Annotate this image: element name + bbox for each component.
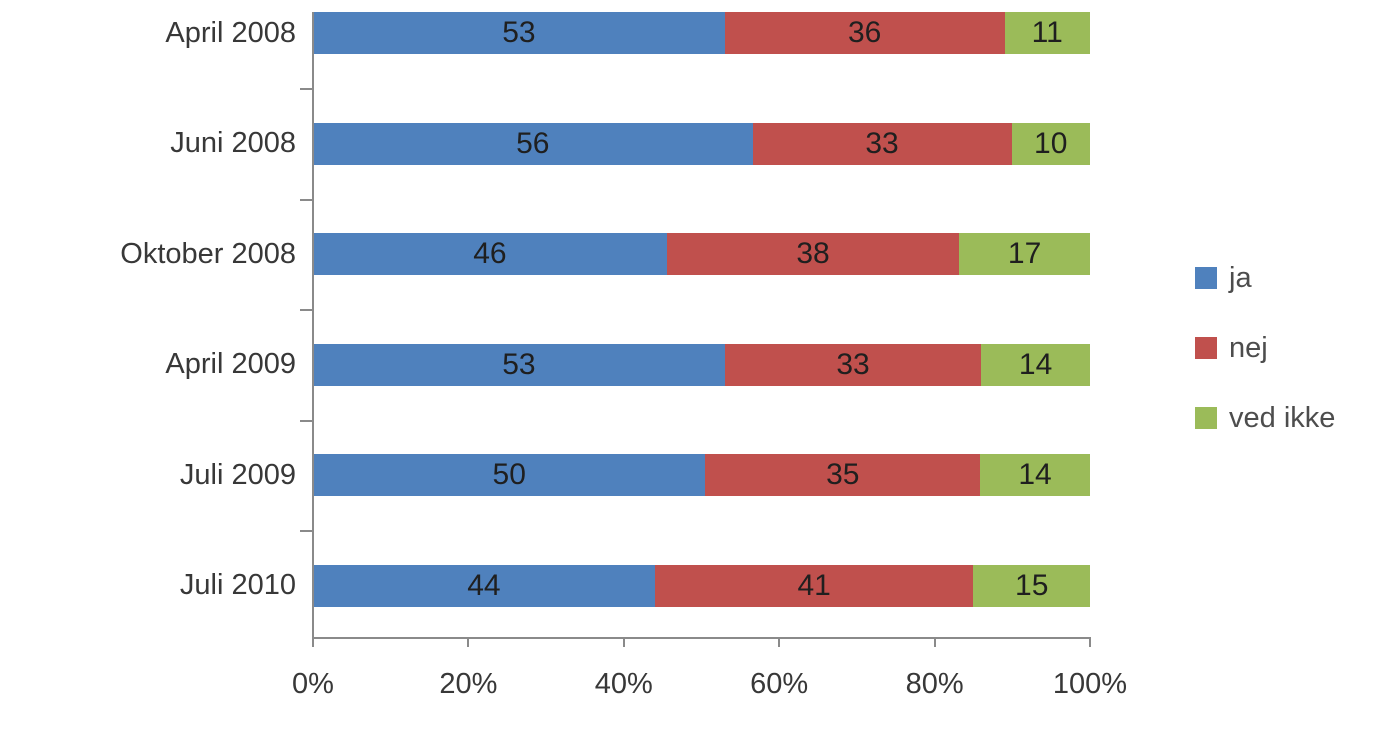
bar-value-label: 36	[847, 16, 882, 49]
bar-segment-ved-ikke: 15	[973, 564, 1090, 607]
bar-value-label: 53	[502, 347, 536, 381]
category-label: Oktober 2008	[120, 237, 296, 270]
category-label: Juli 2010	[179, 569, 296, 601]
legend-item-ja: ja	[1195, 262, 1335, 294]
x-axis-tick	[622, 637, 625, 647]
bar-segment-ved-ikke: 14	[980, 454, 1090, 496]
bar-value-label: 10	[1034, 126, 1068, 160]
category-label: Juni 2008	[170, 127, 296, 159]
bar-segment-nej: 36	[724, 12, 1005, 54]
x-axis-tick	[1089, 637, 1091, 647]
bar-row: 44 41 15	[313, 564, 1090, 607]
x-axis-tick-label: 60%	[750, 668, 809, 700]
bar-segment-ja: 46	[313, 233, 667, 275]
bar-value-label: 15	[1015, 568, 1049, 602]
bar-segment-ja: 53	[313, 12, 725, 54]
bar-value-label: 44	[467, 568, 501, 602]
x-axis-tick-label: 100%	[1052, 668, 1128, 700]
category-label: April 2009	[165, 348, 296, 380]
x-axis-tick	[312, 637, 314, 647]
bar-row: 46 38 17	[313, 233, 1090, 275]
legend-label-nej: nej	[1229, 331, 1268, 364]
bar-segment-ja: 50	[313, 454, 706, 496]
category-label: Juli 2009	[179, 458, 296, 491]
bar-value-label: 46	[473, 237, 507, 270]
bar-segment-nej: 41	[654, 564, 974, 607]
bar-segment-ved-ikke: 11	[1004, 12, 1090, 54]
bar-value-label: 11	[1031, 16, 1063, 49]
bar-value-label: 56	[516, 126, 550, 160]
category-tick	[300, 419, 313, 422]
bar-segment-nej: 33	[752, 122, 1012, 165]
bar-value-label: 14	[1018, 347, 1053, 381]
x-axis-tick-label: 80%	[905, 668, 964, 700]
bar-segment-ved-ikke: 17	[959, 233, 1090, 275]
legend-item-nej: nej	[1195, 332, 1335, 364]
x-axis-tick	[467, 637, 470, 647]
bar-value-label: 14	[1018, 458, 1052, 491]
bar-segment-ved-ikke: 14	[981, 343, 1090, 386]
bar-segment-ved-ikke: 10	[1011, 122, 1090, 165]
bar-segment-nej: 38	[666, 233, 960, 275]
bar-segment-ja: 44	[313, 564, 655, 607]
bar-row: 50 35 14	[313, 454, 1090, 496]
bar-row: 53 33 14	[313, 343, 1090, 386]
x-axis-tick	[778, 637, 781, 647]
bar-value-label: 33	[836, 347, 870, 381]
legend-swatch-ja	[1195, 267, 1217, 289]
bar-value-label: 38	[796, 237, 830, 270]
bar-segment-nej: 35	[705, 454, 981, 496]
bar-segment-ja: 56	[313, 122, 753, 165]
bar-value-label: 33	[865, 126, 899, 160]
legend-item-ved-ikke: ved ikke	[1195, 402, 1335, 434]
category-tick	[300, 530, 313, 533]
legend-label-ja: ja	[1229, 261, 1252, 294]
bar-row: 53 36 11	[313, 12, 1090, 54]
x-axis-tick-label: 20%	[439, 668, 498, 700]
category-axis-line	[312, 12, 314, 637]
bar-value-label: 35	[826, 458, 860, 491]
bar-row: 56 33 10	[313, 122, 1090, 165]
x-axis-tick-label: 40%	[594, 668, 653, 700]
category-tick	[300, 309, 313, 312]
bar-value-label: 17	[1007, 237, 1042, 270]
legend-swatch-nej	[1195, 337, 1217, 359]
category-tick	[300, 88, 313, 91]
bar-segment-nej: 33	[724, 343, 982, 386]
x-axis-tick-label: 0%	[292, 668, 334, 700]
category-tick	[300, 198, 313, 201]
x-axis-tick	[933, 637, 936, 647]
legend-label-ved-ikke: ved ikke	[1229, 401, 1336, 434]
category-label: April 2008	[165, 16, 296, 49]
legend-swatch-ved-ikke	[1195, 407, 1217, 429]
legend: ja nej ved ikke	[1195, 262, 1335, 476]
bar-value-label: 41	[797, 568, 831, 602]
bar-value-label: 53	[502, 16, 536, 49]
bar-segment-ja: 53	[313, 343, 725, 386]
bar-value-label: 50	[492, 458, 526, 491]
x-axis-line	[312, 637, 1091, 639]
